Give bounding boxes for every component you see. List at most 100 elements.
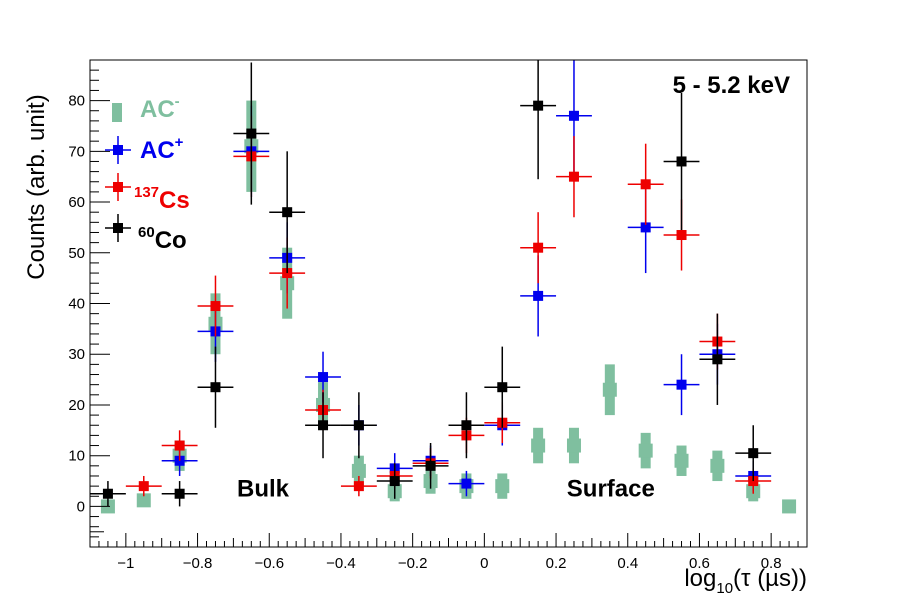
- point-marker: [210, 382, 221, 393]
- point-marker: [533, 242, 544, 253]
- legend-entry-cs137: 137Cs: [105, 173, 190, 214]
- point-marker: [676, 379, 687, 390]
- data-point: [351, 455, 366, 487]
- legend-ac-plus-main: AC: [140, 137, 175, 164]
- y-axis-label: Counts (arb. unit): [23, 94, 50, 279]
- data-point: [412, 443, 449, 489]
- y-tick-label: 50: [68, 245, 85, 262]
- y-tick-label: 0: [77, 498, 85, 515]
- data-point: [782, 499, 797, 514]
- point-marker: [748, 448, 759, 459]
- point-marker: [425, 460, 436, 471]
- x-axis-label-main: log: [684, 565, 716, 592]
- legend-co60-pre: 60: [138, 224, 155, 241]
- point-marker: [318, 372, 329, 383]
- legend-marker-ac-plus: [113, 145, 123, 155]
- data-point: [90, 481, 126, 507]
- point-marker: [102, 488, 113, 499]
- point-marker: [246, 128, 257, 139]
- data-point: [663, 354, 700, 416]
- data-point: [197, 275, 234, 337]
- y-tick-label: 10: [68, 448, 85, 465]
- x-tick-label: −0.8: [183, 555, 213, 572]
- x-tick-label: 0.8: [761, 555, 782, 572]
- legend-co60-main: Co: [155, 227, 187, 254]
- point-marker: [533, 290, 544, 301]
- legend-cs137-pre: 137: [134, 184, 159, 201]
- legend-label-co60: 60Co: [138, 224, 187, 254]
- y-tick-label: 30: [68, 346, 85, 363]
- point-marker: [602, 382, 617, 397]
- y-tick-label: 70: [68, 143, 85, 160]
- data-point: [627, 143, 664, 225]
- legend-marker-ac-minus: [112, 103, 122, 122]
- point-marker: [353, 481, 364, 492]
- point-marker: [568, 171, 579, 182]
- legend-ac-minus-main: AC: [140, 96, 175, 123]
- y-tick-label: 40: [68, 296, 85, 313]
- x-axis-label-rest: (τ (µs)): [733, 565, 807, 592]
- legend-label-ac-minus: AC-: [140, 93, 180, 123]
- data-point: [699, 313, 736, 405]
- legend-ac-minus-sup: -: [175, 93, 180, 110]
- data-point: [520, 212, 557, 284]
- annotation-surface: Surface: [567, 475, 655, 502]
- y-tick-label: 20: [68, 397, 85, 414]
- point-marker: [568, 110, 579, 121]
- point-marker: [710, 458, 725, 473]
- data-point: [556, 136, 592, 218]
- point-marker: [676, 230, 687, 241]
- point-marker: [174, 440, 185, 451]
- data-point: [340, 392, 377, 459]
- y-tick-label: 80: [68, 93, 85, 110]
- legend-entry-ac-plus: AC+: [105, 134, 184, 164]
- data-point: [520, 60, 557, 180]
- annotation-bulk: Bulk: [237, 475, 290, 502]
- point-marker: [533, 100, 544, 111]
- point-marker: [389, 476, 400, 487]
- point-marker: [351, 463, 366, 478]
- point-marker: [461, 478, 472, 489]
- data-point: [448, 392, 485, 459]
- data-point: [495, 473, 510, 499]
- data-point: [269, 151, 306, 274]
- data-point: [161, 430, 198, 461]
- axes-layer: −1 −0.8 −0.6 −0.4 −0.2 0 0.2 0.4 0.6 0.8 0 10 20 30 40…: [68, 59, 808, 572]
- data-point: [531, 427, 546, 464]
- point-marker: [138, 481, 149, 492]
- legend-entry-ac-minus: AC-: [112, 93, 180, 123]
- data-point: [674, 445, 689, 476]
- x-axis-label: log10(τ (µs)): [684, 565, 807, 597]
- data-point: [233, 62, 270, 205]
- legend-label-cs137: 137Cs: [134, 184, 190, 214]
- data-point: [125, 475, 162, 497]
- legend-label-ac-plus: AC+: [140, 134, 184, 164]
- data-point: [161, 481, 198, 507]
- data-point: [638, 432, 653, 469]
- point-marker: [531, 438, 546, 453]
- data-point: [735, 425, 772, 482]
- point-marker: [136, 493, 151, 508]
- y-tick-label: 60: [68, 194, 85, 211]
- data-point: [340, 475, 377, 497]
- data-point: [448, 470, 485, 497]
- data-point: [710, 450, 725, 482]
- data-point: [566, 427, 581, 464]
- data-point: [197, 346, 234, 428]
- point-marker: [640, 222, 651, 233]
- legend-cs137-main: Cs: [159, 187, 190, 214]
- point-marker: [174, 488, 185, 499]
- x-axis-label-sub: 10: [716, 580, 733, 597]
- legend-marker-co60: [113, 223, 123, 233]
- x-tick-label: −0.4: [326, 555, 356, 572]
- x-tick-label: 0.6: [689, 555, 710, 572]
- point-marker: [676, 156, 687, 167]
- point-marker: [712, 354, 723, 365]
- chart-title: 5 - 5.2 keV: [673, 72, 790, 99]
- point-marker: [461, 420, 472, 431]
- point-marker: [782, 499, 797, 514]
- point-marker: [495, 479, 510, 494]
- point-marker: [497, 382, 508, 393]
